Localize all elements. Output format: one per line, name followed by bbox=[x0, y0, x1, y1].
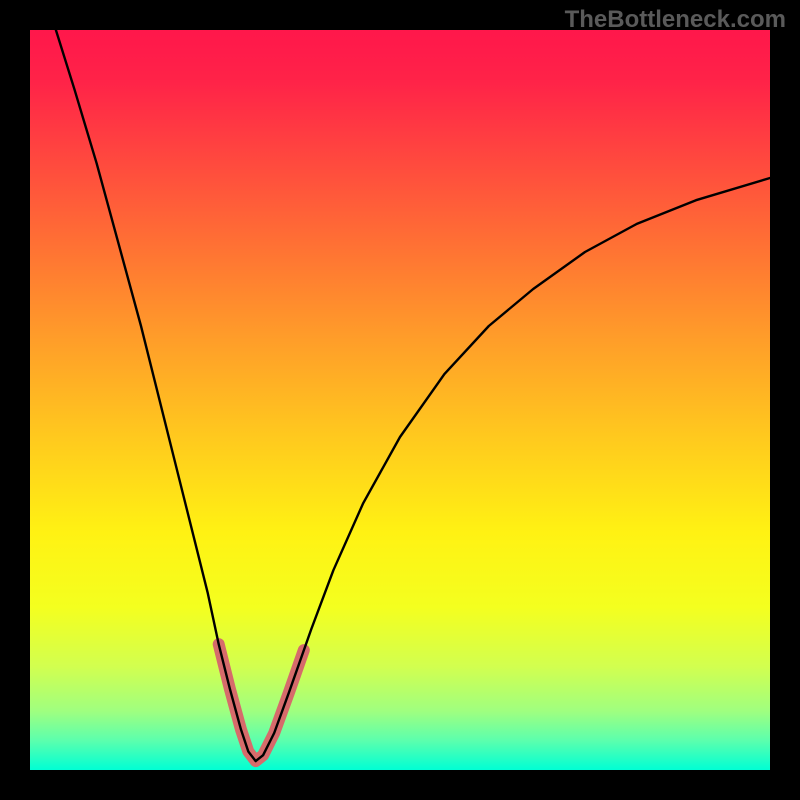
watermark-text: TheBottleneck.com bbox=[565, 6, 786, 34]
gradient-background bbox=[30, 30, 770, 770]
bottleneck-curve-chart bbox=[0, 0, 800, 800]
